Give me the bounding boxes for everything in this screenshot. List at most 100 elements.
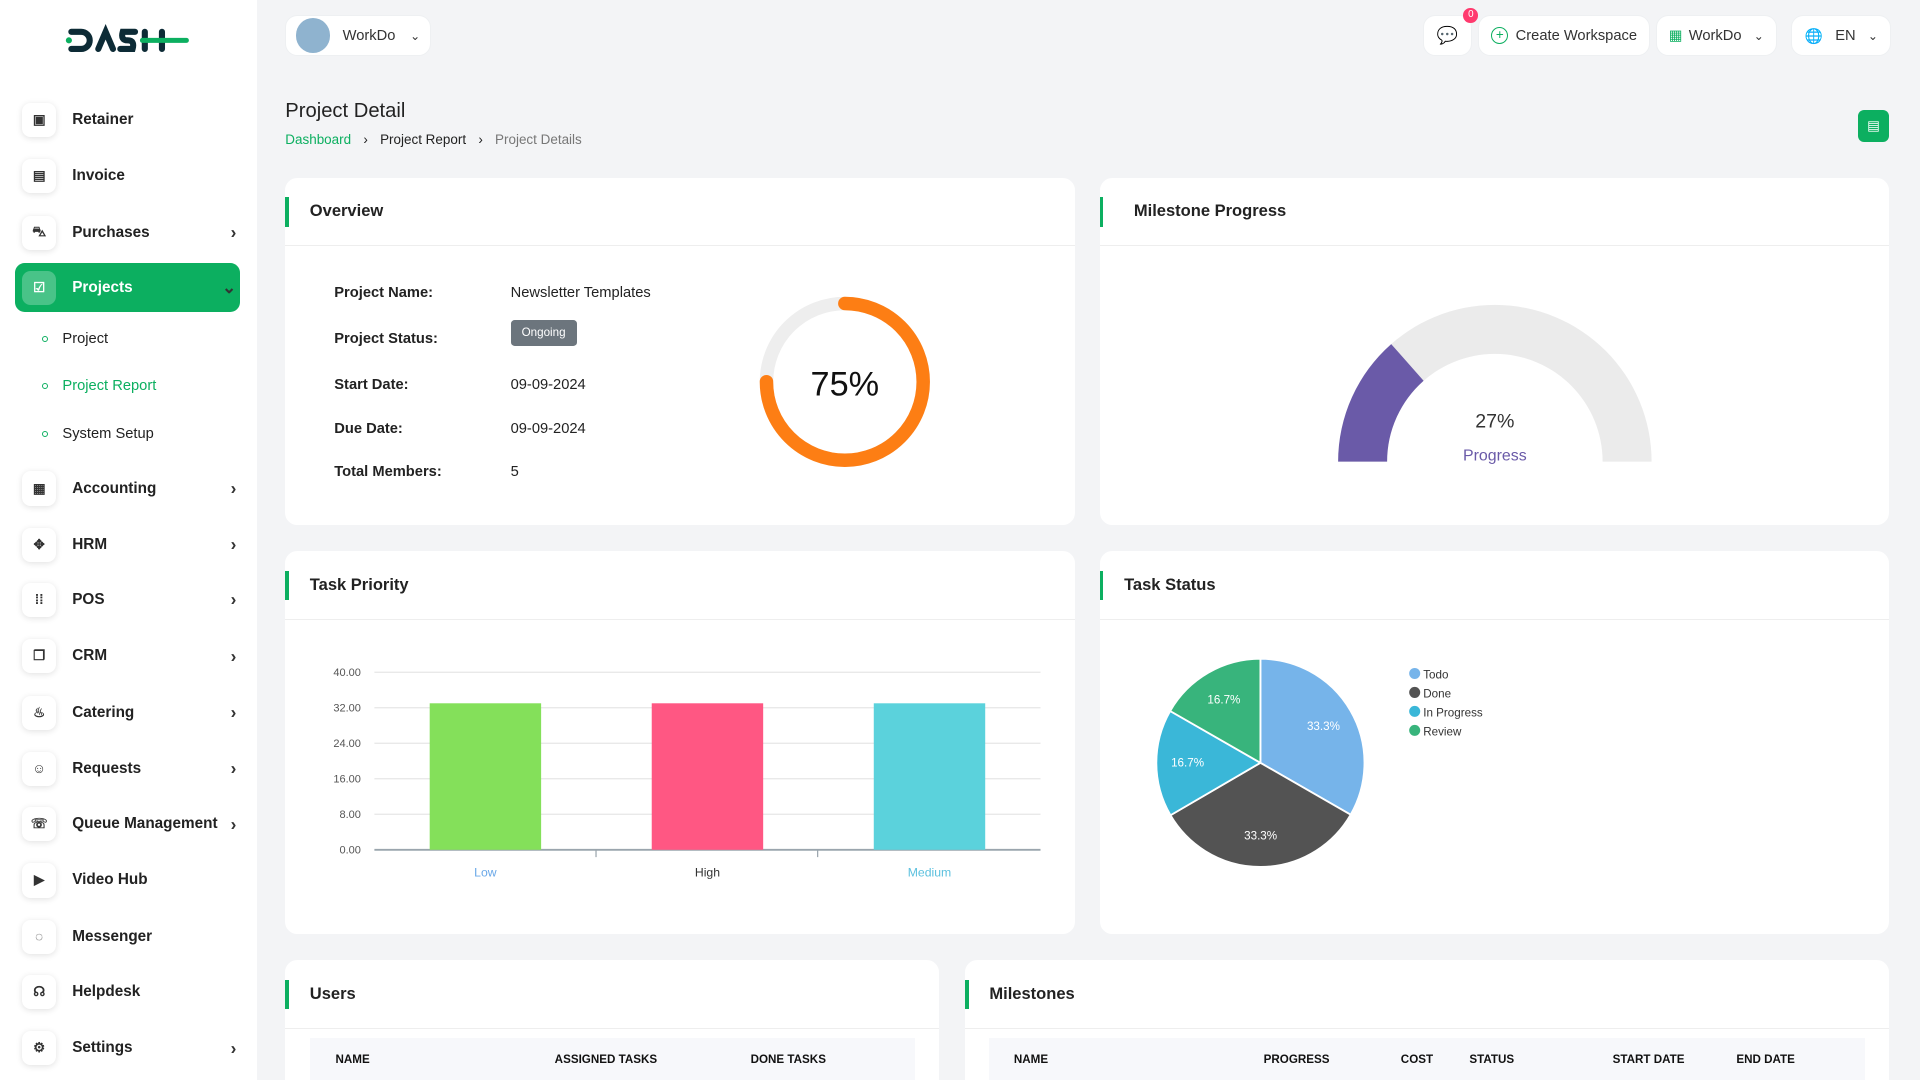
sidebar-item-settings[interactable]: ⚙ Settings › <box>15 1024 240 1073</box>
messages-button[interactable]: 💬 0 <box>1422 8 1479 57</box>
globe-icon: 🌐 <box>1804 28 1823 45</box>
file-icon: ▤ <box>1867 118 1880 134</box>
legend-swatch <box>1408 705 1420 717</box>
workspace-avatar <box>296 18 331 53</box>
gear-icon: ⚙ <box>22 1031 57 1066</box>
column-header: NAME <box>335 1053 370 1067</box>
bar-low <box>429 703 542 850</box>
sidebar-item-label: Accounting <box>72 479 157 497</box>
slice-label: 33.3% <box>1244 829 1277 842</box>
sidebar-item-label: POS <box>72 590 105 608</box>
chat-icon: 💬 <box>1436 25 1458 45</box>
sidebar-item-retainer[interactable]: ▣ Retainer <box>15 96 240 145</box>
sidebar-item-helpdesk[interactable]: ☊ Helpdesk <box>15 967 240 1016</box>
sidebar-item-pos[interactable]: ⁞⁞ POS › <box>15 576 240 625</box>
sidebar-item-invoice[interactable]: ▤ Invoice <box>15 152 240 201</box>
card-title: Overview <box>309 201 384 221</box>
sidebar-subitem-project[interactable]: Project <box>41 330 109 347</box>
page-title: Project Detail <box>285 100 406 123</box>
chevron-right-icon: › <box>230 645 237 666</box>
sidebar-item-messenger[interactable]: ◌ Messenger <box>15 912 240 961</box>
y-tick-label: 24.00 <box>334 738 362 750</box>
chevron-right-icon: › <box>230 1037 237 1058</box>
chevron-right-icon: › <box>363 132 368 148</box>
pie-slice-review <box>1168 657 1261 765</box>
y-tick-label: 40.00 <box>334 667 362 679</box>
sidebar-item-purchases[interactable]: ⛍ Purchases › <box>15 208 240 257</box>
legend-label: Review <box>1423 725 1462 738</box>
sidebar-item-queue-management[interactable]: ☏ Queue Management › <box>15 800 240 849</box>
pie-slice-in-progress <box>1155 709 1262 817</box>
sidebar-item-hrm[interactable]: ✥ HRM › <box>15 520 240 569</box>
milestone-progress-card: Milestone Progress 27% Progress <box>1099 177 1890 526</box>
sidebar-item-requests[interactable]: ☺ Requests › <box>15 744 240 793</box>
invoice-icon: ▤ <box>22 159 57 194</box>
sidebar-item-video-hub[interactable]: ▶ Video Hub <box>15 856 240 905</box>
sidebar-subitem-system-setup[interactable]: System Setup <box>41 426 154 443</box>
progress-label: 75% <box>811 365 880 403</box>
queue-icon: ☏ <box>22 806 57 842</box>
progress-donut: 75% <box>759 296 930 468</box>
create-workspace-button[interactable]: + Create Workspace <box>1477 14 1651 57</box>
sidebar-item-label: Settings <box>72 1039 133 1057</box>
sidebar-subitem-project-report[interactable]: Project Report <box>41 378 157 395</box>
legend-swatch <box>1408 686 1420 698</box>
breadcrumb-dashboard[interactable]: Dashboard <box>285 132 352 148</box>
language-selector[interactable]: 🌐 EN ⌄ <box>1791 14 1892 57</box>
y-tick-label: 16.00 <box>334 773 362 785</box>
projects-icon: ☑ <box>22 270 57 305</box>
sidebar: ▣ Retainer ▤ Invoice ⛍ Purchases › ☑ Projects ⌄ ▦ A… <box>0 0 258 1080</box>
legend-swatch <box>1408 724 1420 736</box>
chevron-right-icon: › <box>230 478 237 499</box>
sidebar-item-crm[interactable]: ❐ CRM › <box>15 632 240 681</box>
sidebar-subitem-label: System Setup <box>62 426 154 443</box>
breadcrumb-current: Project Details <box>495 132 582 148</box>
project-name: Newsletter Templates <box>510 285 651 302</box>
video-icon: ▶ <box>22 863 57 898</box>
card-title: Milestone Progress <box>1133 201 1287 221</box>
column-header: STATUS <box>1469 1053 1515 1067</box>
sidebar-item-catering[interactable]: ♨ Catering › <box>15 688 240 737</box>
workspace-name: WorkDo <box>342 27 396 44</box>
task-priority-chart: 0.00 8.00 16.00 24.00 32.00 40.00 Low High Mediu… <box>334 667 1041 880</box>
chevron-right-icon: › <box>230 758 237 779</box>
field-label: Start Date: <box>334 377 409 394</box>
sidebar-subitem-label: Project <box>62 330 109 347</box>
total-members: 5 <box>510 464 519 481</box>
task-priority-card: Task Priority 0.00 8.00 16.00 24.00 32.00 40.… <box>285 551 1076 935</box>
export-button[interactable]: ▤ <box>1857 110 1890 143</box>
chevron-right-icon: › <box>478 132 483 148</box>
catering-icon: ♨ <box>22 695 57 730</box>
cart-icon: ⛍ <box>22 215 57 250</box>
milestones-card: Milestones NAME PROGRESS COST STATUS STA… <box>964 960 1890 1080</box>
sidebar-item-label: Projects <box>72 278 133 296</box>
plus-circle-icon: + <box>1491 26 1509 45</box>
sidebar-item-label: Invoice <box>72 167 125 185</box>
breadcrumb-project-report[interactable]: Project Report <box>380 132 467 148</box>
sidebar-item-label: Retainer <box>72 110 134 128</box>
create-workspace-label: Create Workspace <box>1515 27 1638 44</box>
sidebar-item-label: Helpdesk <box>72 982 141 1000</box>
chevron-right-icon: › <box>230 813 237 834</box>
workspace-selector[interactable]: WorkDo ⌄ <box>285 14 432 57</box>
task-status-chart: 33.3% Todo 33.3% Done 16.7% In Progress 16.7% R… <box>1155 657 1482 868</box>
pos-icon: ⁞⁞ <box>22 582 57 618</box>
sidebar-item-accounting[interactable]: ▦ Accounting › <box>15 464 240 513</box>
sidebar-subitem-label: Project Report <box>62 378 157 395</box>
legend-label: Done <box>1423 687 1451 700</box>
legend-swatch <box>1408 667 1420 679</box>
gauge-label: Progress <box>1463 447 1527 464</box>
helpdesk-icon: ☊ <box>22 974 57 1009</box>
field-label: Project Name: <box>334 285 434 302</box>
milestones-table-header: NAME PROGRESS COST STATUS START DATE END… <box>989 1038 1865 1080</box>
sidebar-item-projects[interactable]: ☑ Projects ⌄ <box>14 263 240 313</box>
field-label: Due Date: <box>334 421 403 438</box>
company-selector[interactable]: ▦ WorkDo ⌄ <box>1655 14 1778 57</box>
crm-icon: ❐ <box>22 639 57 674</box>
users-table-header: NAME ASSIGNED TASKS DONE TASKS <box>309 1038 915 1080</box>
column-header: START DATE <box>1612 1053 1685 1067</box>
y-tick-label: 8.00 <box>340 809 361 821</box>
status-badge: Ongoing <box>510 320 577 346</box>
chevron-down-icon: ⌄ <box>221 277 237 298</box>
slice-label: 16.7% <box>1171 757 1204 770</box>
